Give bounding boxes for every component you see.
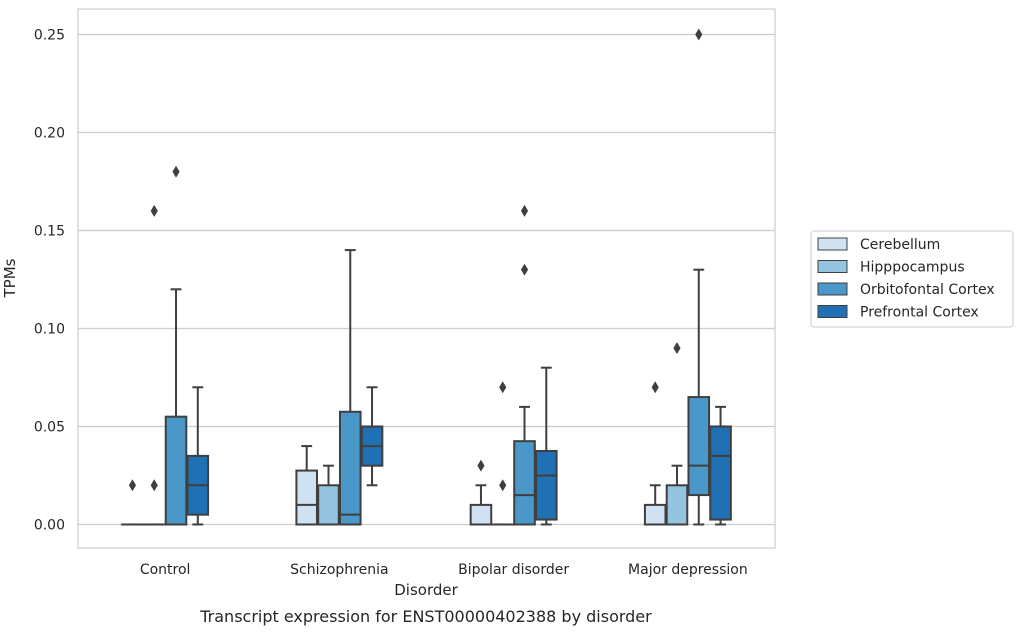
box-plot-cerebellum [643, 381, 667, 526]
legend-entry-label: Prefrontal Cortex [860, 305, 979, 321]
box-body [338, 410, 362, 526]
outlier-point [499, 479, 507, 492]
box-body [295, 469, 318, 526]
outlier-point [128, 479, 137, 492]
box-body [665, 484, 689, 526]
box-plot-prefrontal-cortex [360, 386, 384, 487]
box-plot-hipppocampus [142, 204, 166, 526]
chart-caption: Transcript expression for ENST0000040238… [199, 607, 652, 626]
y-tick-label: 0.20 [34, 125, 65, 141]
outlier-point [520, 263, 529, 276]
box-plots [121, 28, 732, 526]
box-plot-cerebellum [121, 479, 144, 526]
y-tick-label: 0.05 [34, 419, 65, 435]
y-axis-ticks: 0.00 0.05 0.10 0.15 0.20 0.25 [34, 27, 65, 533]
x-axis-label: Disorder [394, 581, 458, 599]
box-plot-orbitofontal-cortex [164, 165, 188, 526]
x-tick-label: Control [140, 562, 191, 578]
box-plot-prefrontal-cortex [535, 366, 558, 526]
box-body [317, 484, 340, 526]
legend-entry-label: Orbitofontal Cortex [860, 282, 995, 298]
box-body [535, 449, 558, 521]
legend-swatch [817, 237, 848, 251]
outlier-point [150, 479, 158, 492]
outlier-point [651, 381, 659, 394]
y-tick-label: 0.15 [34, 223, 65, 239]
box-plot-hipppocampus [665, 342, 689, 526]
box-plot-hipppocampus [317, 464, 340, 526]
legend: Cerebellum Hipppocampus Orbitofontal Corte… [810, 230, 1014, 328]
box-body [709, 425, 732, 521]
outlier-point [477, 459, 485, 472]
box-body [687, 396, 711, 497]
box-body [164, 415, 188, 526]
box-plot-prefrontal-cortex [186, 386, 210, 526]
box-plot-orbitofontal-cortex [513, 204, 536, 526]
y-tick-label: 0.25 [34, 27, 65, 43]
box-body [513, 440, 536, 526]
box-body [643, 503, 667, 526]
x-tick-label: Bipolar disorder [458, 562, 569, 578]
outlier-point [499, 381, 507, 394]
legend-swatch [817, 282, 848, 296]
box-plot-orbitofontal-cortex [338, 249, 362, 526]
outlier-point [150, 204, 158, 217]
x-axis-ticks: Control Schizophrenia Bipolar disorder Majo… [140, 562, 748, 578]
outlier-point [673, 342, 681, 355]
legend-entry-label: Hipppocampus [860, 260, 965, 276]
box-plot-orbitofontal-cortex [687, 28, 711, 526]
box-plot-hipppocampus [491, 381, 515, 526]
box-plot-prefrontal-cortex [709, 405, 732, 526]
legend-entry-label: Cerebellum [860, 237, 940, 253]
x-tick-label: Major depression [628, 562, 748, 578]
outlier-point [695, 28, 703, 41]
outlier-point [172, 165, 180, 178]
x-tick-label: Schizophrenia [290, 562, 388, 578]
y-tick-label: 0.00 [34, 517, 65, 533]
box-plot-cerebellum [469, 459, 493, 526]
y-axis-label: TPMs [1, 258, 19, 298]
box-body [469, 503, 493, 526]
legend-frame [810, 230, 1014, 328]
plot-area-frame [77, 8, 776, 549]
legend-swatch [817, 305, 848, 318]
legend-swatch [817, 260, 848, 273]
y-tick-label: 0.10 [34, 321, 65, 337]
box-plot-cerebellum [295, 445, 318, 526]
outlier-point [520, 204, 529, 217]
